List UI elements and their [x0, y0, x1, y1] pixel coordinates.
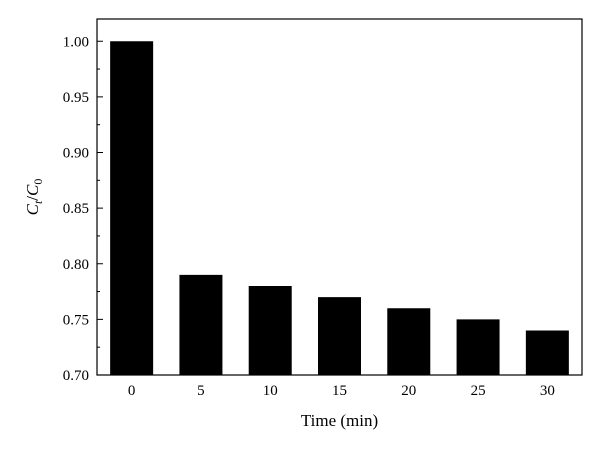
y-tick-label-0.90: 0.90	[63, 146, 89, 162]
x-tick-label-25: 25	[471, 383, 486, 399]
bar-5	[179, 274, 223, 375]
y-tick-label-1.00: 1.00	[63, 34, 89, 50]
plot-frame	[96, 18, 583, 376]
x-tick-label-20: 20	[401, 383, 416, 399]
x-axis: 0 5 10 15 20 25 30	[128, 370, 555, 399]
bar-20	[387, 308, 431, 375]
bar-0	[110, 41, 154, 375]
bar-25	[456, 319, 500, 375]
y-tick-label-0.95: 0.95	[63, 90, 89, 106]
x-tick-label-10: 10	[263, 383, 278, 399]
y-title-numerator-sub: t	[31, 200, 45, 204]
y-tick-label-0.80: 0.80	[63, 257, 89, 273]
y-tick-label-0.85: 0.85	[63, 201, 89, 217]
y-title-slash: /	[23, 196, 42, 201]
y-axis-title: Ct/C0	[23, 179, 45, 216]
x-tick-label-5: 5	[197, 383, 205, 399]
y-title-numerator: C	[23, 203, 42, 215]
y-tick-label-0.75: 0.75	[63, 312, 89, 328]
x-tick-label-15: 15	[332, 383, 347, 399]
bars-group	[110, 41, 569, 375]
x-tick-label-0: 0	[128, 383, 136, 399]
y-axis: 0.70 0.75 0.80 0.85 0.90 0.95 1.00	[63, 34, 103, 384]
bar-10	[248, 286, 292, 375]
bar-30	[525, 330, 569, 375]
x-axis-title: Time (min)	[301, 411, 378, 430]
y-title-denominator-sub: 0	[31, 179, 45, 185]
y-title-denominator: C	[23, 184, 42, 196]
y-tick-label-0.70: 0.70	[63, 368, 89, 384]
bar-15	[318, 297, 361, 375]
x-tick-label-30: 30	[540, 383, 555, 399]
